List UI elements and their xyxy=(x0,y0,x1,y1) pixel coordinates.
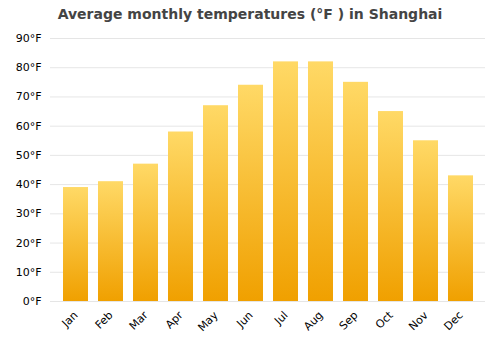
svg-text:Jan: Jan xyxy=(59,309,81,331)
svg-text:50°F: 50°F xyxy=(16,149,42,162)
svg-text:Feb: Feb xyxy=(93,309,116,332)
svg-text:Sep: Sep xyxy=(337,309,361,333)
svg-text:70°F: 70°F xyxy=(16,90,42,103)
svg-text:60°F: 60°F xyxy=(16,120,42,133)
svg-text:Mar: Mar xyxy=(127,308,151,332)
svg-text:10°F: 10°F xyxy=(16,266,42,279)
svg-text:90°F: 90°F xyxy=(16,32,42,45)
svg-text:0°F: 0°F xyxy=(23,295,42,308)
svg-text:40°F: 40°F xyxy=(16,178,42,191)
svg-text:Jul: Jul xyxy=(271,309,290,328)
svg-text:Nov: Nov xyxy=(406,308,431,333)
svg-text:20°F: 20°F xyxy=(16,237,42,250)
svg-text:Apr: Apr xyxy=(163,308,186,331)
svg-text:Oct: Oct xyxy=(373,308,396,331)
svg-text:30°F: 30°F xyxy=(16,207,42,220)
html-text:Average monthly temperatures (: Average monthly temperatures (°F ) in Sh… xyxy=(57,6,443,22)
svg-text:Dec: Dec xyxy=(441,309,465,333)
svg-text:Jun: Jun xyxy=(234,309,256,331)
svg-text:Aug: Aug xyxy=(301,309,325,333)
svg-text:May: May xyxy=(195,308,221,334)
svg-text:80°F: 80°F xyxy=(16,61,42,74)
